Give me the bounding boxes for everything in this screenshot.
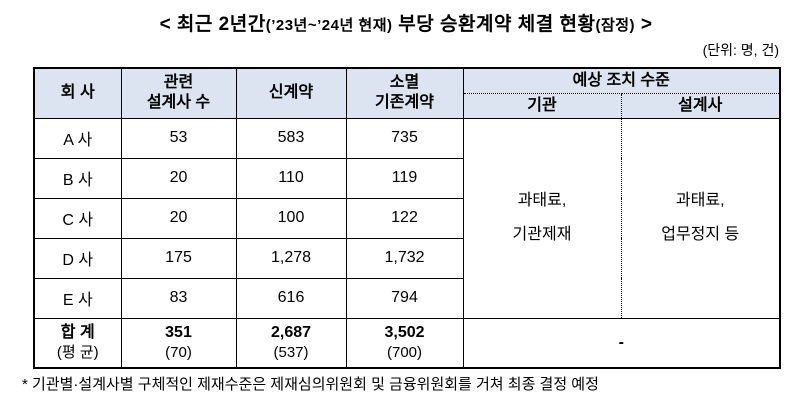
expired-contracts-cell: 794 xyxy=(345,277,464,319)
title-period-paren: (’23년~’24년 현재) xyxy=(265,17,393,34)
total-value: 3,502 xyxy=(384,323,425,341)
footnote: * 기관별·설계사별 구체적인 제재수준은 제재심의위원회 및 금융위원회를 거… xyxy=(22,376,599,393)
page: < 최근 2년간(’23년~’24년 현재) 부당 승환계약 체결 현황(잠정)… xyxy=(22,12,781,395)
table-row-company-c: C 사 20 100 122 xyxy=(33,197,780,239)
new-contracts-cell: 616 xyxy=(235,277,347,319)
total-row: 합 계 (평 균) 351 (70) 2,687 (537) 3,502 (70… xyxy=(33,317,781,369)
total-value: 2,687 xyxy=(270,323,312,341)
company-cell: E 사 xyxy=(33,277,122,319)
col-header-expected-action-group: 예상 조치 수준 xyxy=(462,67,781,94)
average-value: (537) xyxy=(273,344,309,362)
title-segment: < 최근 2년간 xyxy=(159,14,266,35)
company-cell: B 사 xyxy=(33,157,122,199)
header-line: 소멸 xyxy=(389,74,420,92)
col-header-planner: 설계사 xyxy=(620,92,781,119)
planners-cell: 175 xyxy=(120,237,237,279)
title-provisional-paren: (잠정) xyxy=(595,17,636,34)
total-expired-contracts-cell: 3,502 (700) xyxy=(345,317,464,369)
new-contracts-cell: 110 xyxy=(235,157,347,199)
expired-contracts-cell: 1,732 xyxy=(345,237,464,279)
action-line: 기관제재 xyxy=(512,226,572,243)
total-action-cell: - xyxy=(462,317,781,369)
col-header-company: 회 사 xyxy=(33,67,122,119)
planner-action-cell: 과태료, 업무정지 등 xyxy=(620,117,781,319)
average-value: (70) xyxy=(165,344,192,362)
expired-contracts-cell: 735 xyxy=(345,117,464,159)
header-row-2: 기관 설계사 xyxy=(34,92,781,119)
total-value: 351 xyxy=(165,323,192,341)
table-row-company-b: B 사 20 110 119 xyxy=(33,157,780,199)
institution-action-cell: 과태료, 기관제재 xyxy=(462,117,622,319)
planners-cell: 83 xyxy=(120,277,237,319)
company-cell: C 사 xyxy=(33,197,122,239)
title-segment: 부당 승환계약 체결 현황 xyxy=(392,14,596,35)
col-header-new-contracts: 신계약 xyxy=(235,67,347,119)
header-line: 관련 xyxy=(163,74,194,92)
total-planners-cell: 351 (70) xyxy=(120,317,237,369)
action-line: 과태료, xyxy=(675,192,725,210)
new-contracts-cell: 1,278 xyxy=(235,237,347,279)
average-value: (700) xyxy=(386,344,423,362)
header-line: 설계사 수 xyxy=(146,94,211,112)
action-line: 과태료, xyxy=(517,192,567,210)
table-row-company-a: A 사 53 583 735 과태료, 기관제재 과태료, 업무정지 등 xyxy=(33,117,781,319)
expired-contracts-cell: 119 xyxy=(345,157,464,199)
col-header-planners: 관련 설계사 수 xyxy=(120,67,237,119)
company-cell: D 사 xyxy=(33,237,122,279)
col-header-institution: 기관 xyxy=(462,92,622,119)
action-line: 업무정지 등 xyxy=(661,226,740,243)
total-label: 합 계 xyxy=(60,323,95,341)
header-line: 기존계약 xyxy=(375,94,434,112)
new-contracts-cell: 583 xyxy=(235,117,347,159)
average-label: (평 균) xyxy=(56,344,99,362)
table-row-company-d: D 사 175 1,278 1,732 xyxy=(33,237,780,279)
conversion-status-table: 회 사 관련 설계사 수 신계약 소멸 기존계약 예상 조치 수준 기관 설계사… xyxy=(33,67,781,369)
title-segment: > xyxy=(635,14,653,35)
expired-contracts-cell: 122 xyxy=(345,197,464,239)
table-row-company-e: E 사 83 616 794 xyxy=(33,277,780,319)
planners-cell: 20 xyxy=(120,157,237,199)
total-label-cell: 합 계 (평 균) xyxy=(33,317,122,369)
planners-cell: 20 xyxy=(120,197,237,239)
col-header-expired-contracts: 소멸 기존계약 xyxy=(345,67,464,119)
unit-note: (단위: 명, 건) xyxy=(702,42,779,58)
planners-cell: 53 xyxy=(120,117,237,159)
company-cell: A 사 xyxy=(33,117,122,159)
new-contracts-cell: 100 xyxy=(235,197,347,239)
header-row-1: 회 사 관련 설계사 수 신계약 소멸 기존계약 예상 조치 수준 xyxy=(33,67,781,119)
page-title: < 최근 2년간(’23년~’24년 현재) 부당 승환계약 체결 현황(잠정)… xyxy=(33,12,779,39)
total-new-contracts-cell: 2,687 (537) xyxy=(235,317,347,369)
